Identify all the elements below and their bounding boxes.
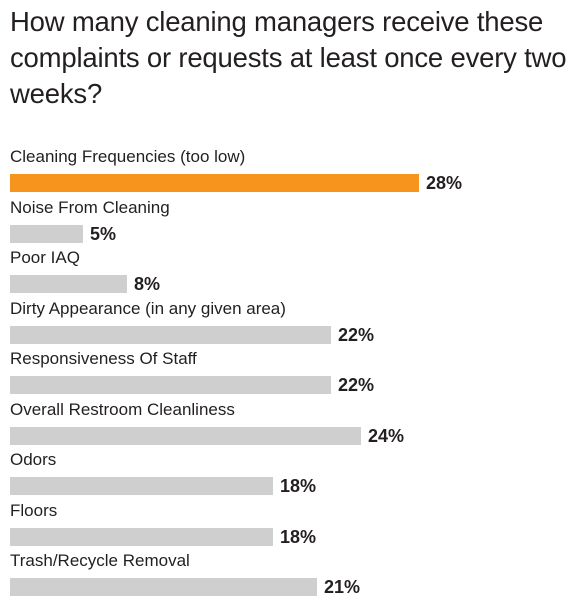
data-label: 28% [426, 173, 463, 193]
category-label: Trash/Recycle Removal [10, 551, 190, 570]
bar-track: 22% [10, 324, 570, 345]
bar [10, 578, 317, 596]
data-label: 5% [90, 223, 117, 244]
bar-row: Overall Restroom Cleanliness 24% [10, 399, 570, 450]
bar-row: Dirty Appearance (in any given area) 22% [10, 298, 570, 349]
category-label: Responsiveness Of Staff [10, 349, 197, 368]
category-label: Overall Restroom Cleanliness [10, 399, 235, 419]
data-label: 24% [368, 425, 405, 446]
bar-chart: Cleaning Frequencies (too low) 28% Noise F… [10, 146, 570, 601]
bar-track: 21% [10, 577, 570, 597]
bar [10, 224, 83, 243]
bar-track: 22% [10, 375, 570, 395]
bar-row: Responsiveness Of Staff 22% [10, 348, 570, 399]
bar-track: 8% [10, 274, 570, 294]
bar-row: Odors 18% [10, 449, 570, 500]
bar [10, 527, 273, 546]
data-label: 21% [324, 577, 361, 597]
bar [10, 376, 331, 394]
bar [10, 174, 419, 192]
bar-track: 18% [10, 526, 570, 547]
category-label: Floors [10, 500, 58, 520]
bar-row: Noise From Cleaning 5% [10, 197, 570, 248]
bar-row: Trash/Recycle Removal 21% [10, 550, 570, 601]
bar-row: Poor IAQ 8% [10, 247, 570, 298]
data-label: 22% [338, 375, 375, 395]
category-label: Odors [10, 450, 57, 469]
category-label: Poor IAQ [10, 248, 80, 267]
bar [10, 325, 331, 344]
bar [10, 426, 361, 445]
category-label: Dirty Appearance (in any given area) [10, 298, 286, 318]
data-label: 8% [134, 274, 161, 294]
data-label: 22% [338, 324, 375, 345]
category-label: Noise From Cleaning [10, 197, 170, 217]
bar-track: 18% [10, 476, 570, 496]
bar-row: Cleaning Frequencies (too low) 28% [10, 146, 570, 197]
category-label: Cleaning Frequencies (too low) [10, 147, 246, 166]
data-label: 18% [280, 476, 317, 496]
chart-title: How many cleaning managers receive these… [10, 6, 567, 109]
bar-track: 5% [10, 223, 570, 244]
bar-track: 28% [10, 173, 570, 193]
bar [10, 275, 127, 293]
bar [10, 477, 273, 495]
bar-row: Floors 18% [10, 500, 570, 551]
bar-track: 24% [10, 425, 570, 446]
data-label: 18% [280, 526, 317, 547]
